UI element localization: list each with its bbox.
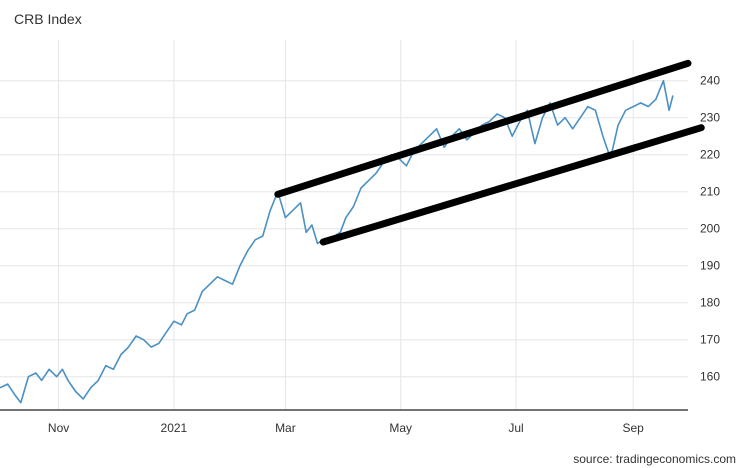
x-axis: Nov 2021 Mar May Jul Sep	[48, 421, 644, 435]
y-tick-label: 240	[700, 74, 720, 88]
y-tick-label: 180	[700, 296, 720, 310]
source-label: source: tradingeconomics.com	[573, 452, 736, 466]
y-tick-label: 230	[700, 111, 720, 125]
y-tick-label: 200	[700, 222, 720, 236]
y-tick-label: 160	[700, 370, 720, 384]
y-axis: 160 170 180 190 200 210 220 230 240	[700, 74, 720, 384]
chart-title: CRB Index	[14, 11, 82, 27]
y-tick-label: 170	[700, 333, 720, 347]
x-tick-label: Jul	[508, 421, 523, 435]
grid	[0, 40, 688, 410]
y-tick-label: 220	[700, 148, 720, 162]
channel-lower-line	[319, 124, 705, 246]
x-tick-label: 2021	[161, 421, 188, 435]
y-tick-label: 190	[700, 259, 720, 273]
x-tick-label: May	[389, 421, 412, 435]
x-tick-label: Sep	[623, 421, 645, 435]
channel-upper-line	[274, 59, 692, 198]
y-tick-label: 210	[700, 185, 720, 199]
x-tick-label: Nov	[48, 421, 69, 435]
x-tick-label: Mar	[275, 421, 296, 435]
